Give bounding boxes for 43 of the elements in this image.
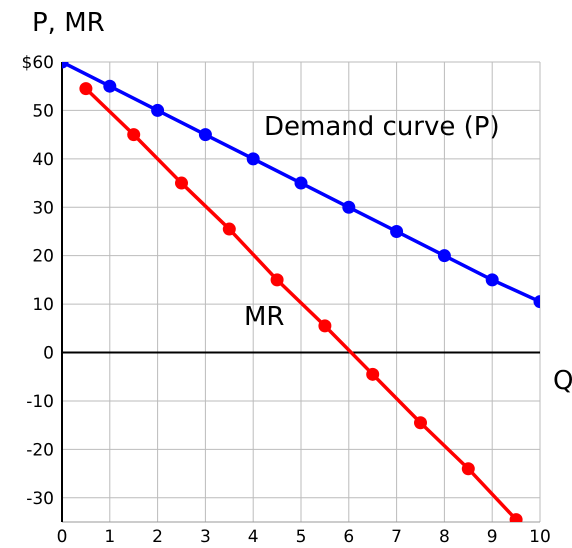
point [414,416,427,430]
x-tick-label: 6 [343,527,354,548]
y-tick-label: -20 [26,440,54,460]
point [270,273,284,286]
annotation: MR [244,302,284,332]
y-tick-label: 0 [43,344,54,364]
point [151,104,164,117]
point [438,249,451,262]
point [366,368,380,381]
y-tick-label: 30 [32,198,54,218]
point [342,200,356,214]
x-tick-label: 7 [391,527,402,548]
x-tick-label: 1 [104,527,116,548]
y-tick-label: 20 [32,246,54,267]
point [318,319,332,332]
point [462,462,475,476]
point [103,80,116,93]
y-axis-title: P, MR [32,8,105,38]
annotation: Demand curve (P) [264,112,500,142]
point [127,128,140,142]
x-tick-label: 4 [248,527,259,548]
x-axis-title: Q [553,366,572,396]
point [198,128,212,142]
point [390,224,404,238]
x-tick-label: 5 [296,527,306,548]
y-tick-label: 40 [32,150,54,170]
point [175,176,188,190]
y-tick-label: -10 [26,392,54,412]
point [486,273,499,286]
y-tick-label: $60 [22,53,54,74]
y-tick-label: -30 [26,488,54,509]
y-tick-label: 50 [32,101,54,122]
x-tick-label: 10 [529,527,551,548]
point [79,82,92,96]
x-tick-label: 0 [56,527,68,548]
x-tick-label: 2 [152,527,164,548]
y-tick-label: 10 [32,295,54,316]
x-tick-label: 9 [486,527,498,548]
point [222,222,236,236]
x-tick-label: 3 [200,527,211,548]
point [294,176,308,190]
point [246,152,260,166]
x-tick-label: 8 [438,527,450,548]
